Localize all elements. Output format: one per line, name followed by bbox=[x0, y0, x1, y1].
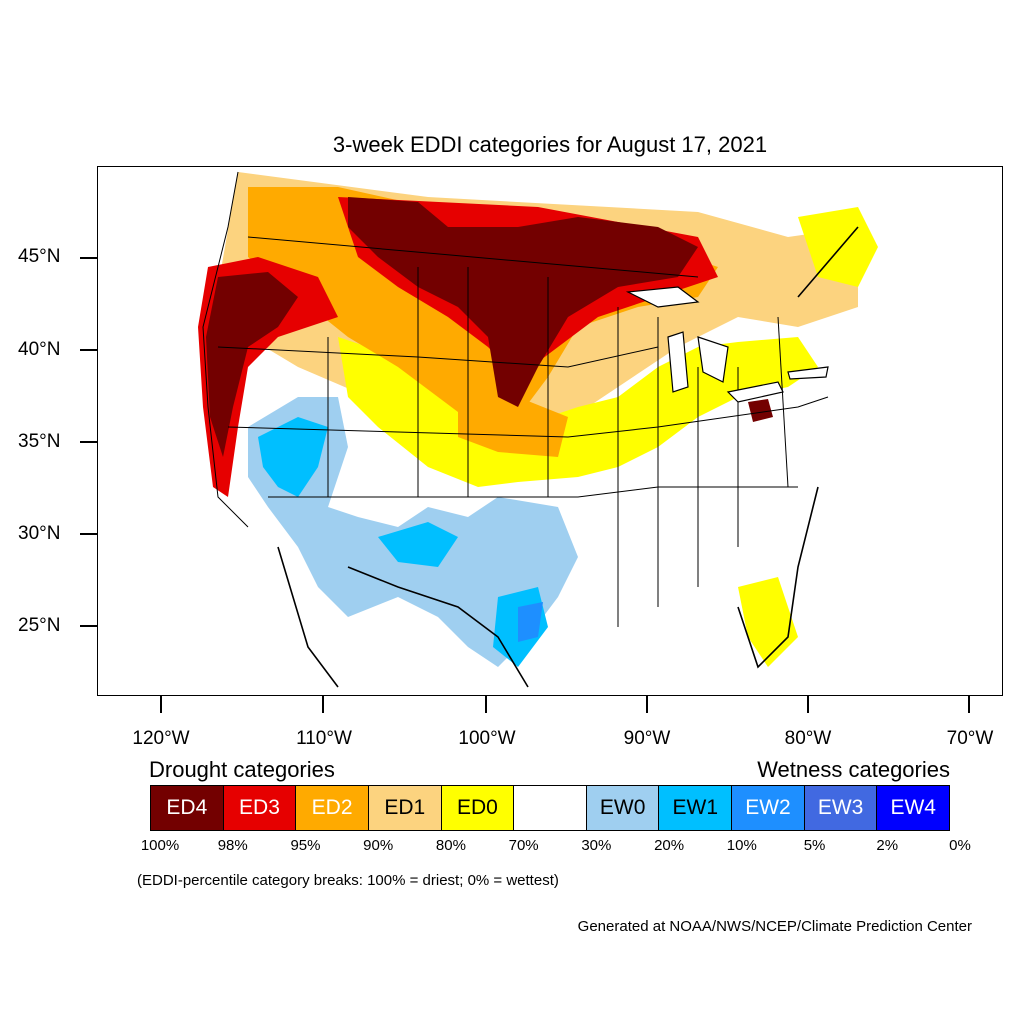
zone-ew2 bbox=[518, 602, 543, 642]
lon-tick bbox=[485, 696, 487, 713]
lat-label-40: 40°N bbox=[18, 339, 61, 360]
credit-line: Generated at NOAA/NWS/NCEP/Climate Predi… bbox=[577, 918, 972, 935]
percent-break-label: 0% bbox=[949, 837, 971, 854]
lat-tick bbox=[80, 625, 97, 627]
legend-cell-ed2: ED2 bbox=[296, 786, 369, 830]
lon-label-70: 70°W bbox=[946, 728, 994, 749]
lat-tick bbox=[80, 441, 97, 443]
lon-tick bbox=[807, 696, 809, 713]
zone-ed4 bbox=[206, 272, 298, 457]
boundaries bbox=[202, 171, 859, 688]
lon-tick bbox=[646, 696, 648, 713]
great-lakes bbox=[625, 286, 829, 403]
drought-heading: Drought categories bbox=[149, 757, 335, 782]
lon-label-120: 120°W bbox=[132, 728, 190, 749]
eddi-map bbox=[97, 166, 1003, 696]
percent-break-label: 2% bbox=[876, 837, 899, 854]
lon-label-80: 80°W bbox=[784, 728, 832, 749]
category-note: (EDDI-percentile category breaks: 100% =… bbox=[137, 872, 559, 889]
lat-tick bbox=[80, 533, 97, 535]
eddi-map-graphic bbox=[198, 171, 878, 688]
map-title: 3-week EDDI categories for August 17, 20… bbox=[332, 132, 768, 157]
lat-label-35: 35°N bbox=[18, 431, 61, 452]
zone-ew1 bbox=[258, 417, 328, 497]
lon-tick bbox=[322, 696, 324, 713]
legend-cell-ew0: EW0 bbox=[586, 786, 660, 830]
percent-break-label: 80% bbox=[435, 837, 466, 854]
lat-tick bbox=[80, 257, 97, 259]
legend-cell-ew1: EW1 bbox=[659, 786, 733, 830]
percent-break-label: 20% bbox=[654, 837, 685, 854]
legend-cell-neutral bbox=[514, 786, 587, 830]
lon-label-90: 90°W bbox=[623, 728, 671, 749]
legend-cell-ed3: ED3 bbox=[223, 786, 297, 830]
legend-cell-ew2: EW2 bbox=[732, 786, 805, 830]
lon-label-110: 110°W bbox=[296, 728, 352, 749]
lon-label-100: 100°W bbox=[458, 728, 516, 749]
percent-break-label: 70% bbox=[508, 837, 539, 854]
percent-break-label: 90% bbox=[363, 837, 394, 854]
legend-cell-ed4: ED4 bbox=[151, 786, 224, 830]
lat-label-45: 45°N bbox=[18, 246, 61, 267]
legend-colorbar: ED4 ED3 ED2 ED1 ED0 EW0 EW1 EW2 EW3 EW4 bbox=[150, 785, 950, 831]
lat-tick bbox=[80, 349, 97, 351]
legend-cell-ed0: ED0 bbox=[441, 786, 515, 830]
lat-label-25: 25°N bbox=[18, 615, 61, 636]
percent-break-label: 100% bbox=[140, 837, 180, 854]
percent-break-label: 10% bbox=[726, 837, 757, 854]
legend-cell-ew4: EW4 bbox=[877, 786, 950, 830]
legend-cell-ed1: ED1 bbox=[368, 786, 442, 830]
lon-tick bbox=[968, 696, 970, 713]
percent-break-label: 98% bbox=[217, 837, 248, 854]
wetness-heading: Wetness categories bbox=[757, 757, 950, 782]
legend-cell-ew3: EW3 bbox=[804, 786, 878, 830]
lon-tick bbox=[160, 696, 162, 713]
percent-break-label: 95% bbox=[290, 837, 321, 854]
percent-break-label: 30% bbox=[581, 837, 612, 854]
percent-break-label: 5% bbox=[803, 837, 826, 854]
lat-label-30: 30°N bbox=[18, 523, 61, 544]
